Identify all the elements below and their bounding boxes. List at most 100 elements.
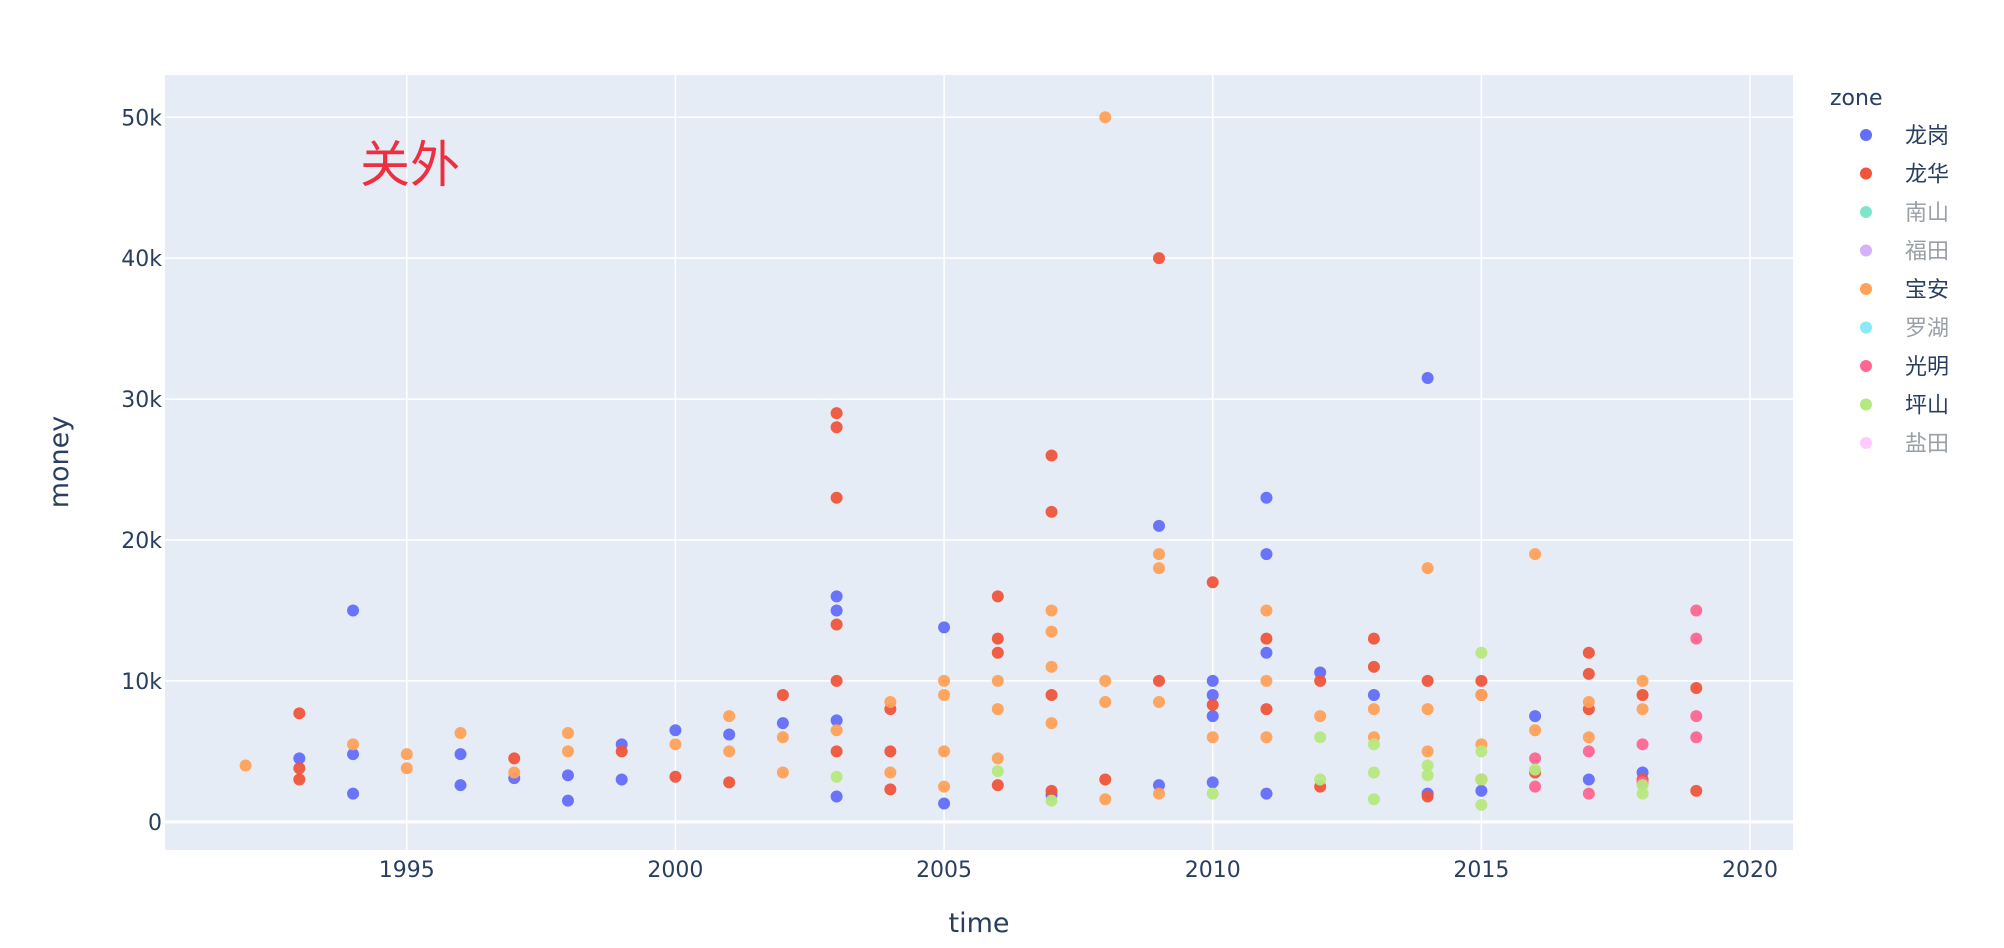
data-point[interactable] (400, 748, 413, 761)
data-point[interactable] (830, 790, 843, 803)
data-point[interactable] (938, 797, 951, 810)
data-point[interactable] (1206, 576, 1219, 589)
data-point[interactable] (1475, 773, 1488, 786)
data-point[interactable] (1152, 779, 1165, 792)
data-point[interactable] (776, 717, 789, 730)
data-point[interactable] (1529, 724, 1542, 737)
data-point[interactable] (1099, 111, 1112, 124)
data-point[interactable] (1260, 787, 1273, 800)
data-point[interactable] (1636, 703, 1649, 716)
data-point[interactable] (1582, 787, 1595, 800)
data-point[interactable] (1152, 562, 1165, 575)
data-point[interactable] (1152, 674, 1165, 687)
data-point[interactable] (400, 762, 413, 775)
data-point[interactable] (938, 745, 951, 758)
data-point[interactable] (1367, 703, 1380, 716)
data-point[interactable] (991, 632, 1004, 645)
data-point[interactable] (830, 770, 843, 783)
data-point[interactable] (615, 745, 628, 758)
data-point[interactable] (1475, 646, 1488, 659)
data-point[interactable] (1206, 731, 1219, 744)
data-point[interactable] (1152, 696, 1165, 709)
data-point[interactable] (1367, 738, 1380, 751)
data-point[interactable] (723, 745, 736, 758)
data-point[interactable] (1260, 703, 1273, 716)
data-point[interactable] (1367, 689, 1380, 701)
data-point[interactable] (1206, 787, 1219, 800)
data-point[interactable] (938, 674, 951, 687)
data-point[interactable] (1421, 759, 1434, 772)
data-point[interactable] (1045, 784, 1058, 797)
data-point[interactable] (776, 766, 789, 779)
data-point[interactable] (669, 738, 682, 751)
data-point[interactable] (1099, 674, 1112, 687)
data-point[interactable] (1045, 660, 1058, 673)
data-point[interactable] (561, 794, 574, 807)
data-point[interactable] (1636, 674, 1649, 687)
data-point[interactable] (723, 710, 736, 723)
legend-item[interactable]: 龙华 (1860, 163, 1949, 188)
data-point[interactable] (1475, 798, 1488, 811)
data-point[interactable] (293, 773, 306, 786)
data-point[interactable] (347, 787, 360, 800)
data-point[interactable] (1260, 674, 1273, 687)
data-point[interactable] (508, 766, 521, 779)
data-point[interactable] (1314, 710, 1327, 723)
data-point[interactable] (1045, 689, 1058, 701)
data-point[interactable] (1314, 674, 1327, 687)
data-point[interactable] (1582, 696, 1595, 709)
data-point[interactable] (1206, 698, 1219, 711)
legend-item[interactable]: 罗湖 (1860, 317, 1949, 342)
data-point[interactable] (1690, 604, 1703, 617)
data-point[interactable] (1045, 449, 1058, 462)
data-point[interactable] (669, 724, 682, 737)
data-point[interactable] (830, 724, 843, 737)
data-point[interactable] (508, 752, 521, 765)
data-point[interactable] (1099, 793, 1112, 806)
data-point[interactable] (884, 745, 897, 758)
data-point[interactable] (1260, 604, 1273, 617)
data-point[interactable] (1421, 562, 1434, 575)
data-point[interactable] (454, 748, 467, 761)
data-point[interactable] (454, 779, 467, 792)
data-point[interactable] (1206, 776, 1219, 789)
data-point[interactable] (1206, 710, 1219, 723)
data-point[interactable] (293, 762, 306, 775)
data-point[interactable] (723, 728, 736, 741)
data-point[interactable] (561, 769, 574, 782)
data-point[interactable] (239, 759, 252, 772)
legend-item[interactable]: 福田 (1860, 240, 1949, 265)
data-point[interactable] (1421, 371, 1434, 384)
data-point[interactable] (1152, 548, 1165, 561)
data-point[interactable] (293, 707, 306, 720)
data-point[interactable] (991, 765, 1004, 778)
data-point[interactable] (1367, 632, 1380, 645)
data-point[interactable] (454, 727, 467, 740)
data-point[interactable] (1152, 252, 1165, 265)
data-point[interactable] (1529, 763, 1542, 776)
data-point[interactable] (1260, 646, 1273, 659)
data-point[interactable] (1206, 689, 1219, 701)
legend-item[interactable]: 宝安 (1860, 278, 1949, 303)
data-point[interactable] (1475, 674, 1488, 687)
data-point[interactable] (669, 770, 682, 783)
data-point[interactable] (1690, 710, 1703, 723)
data-point[interactable] (1529, 752, 1542, 765)
data-point[interactable] (1260, 548, 1273, 561)
data-point[interactable] (1475, 784, 1488, 797)
data-point[interactable] (830, 421, 843, 434)
data-point[interactable] (1045, 604, 1058, 617)
data-point[interactable] (615, 773, 628, 786)
legend-item[interactable]: 龙岗 (1860, 124, 1949, 149)
data-point[interactable] (561, 727, 574, 740)
data-point[interactable] (776, 731, 789, 744)
data-point[interactable] (991, 674, 1004, 687)
data-point[interactable] (1206, 674, 1219, 687)
data-point[interactable] (347, 738, 360, 751)
data-point[interactable] (723, 776, 736, 789)
data-point[interactable] (1045, 505, 1058, 518)
data-point[interactable] (884, 696, 897, 709)
data-point[interactable] (561, 745, 574, 758)
data-point[interactable] (884, 783, 897, 796)
data-point[interactable] (938, 621, 951, 634)
